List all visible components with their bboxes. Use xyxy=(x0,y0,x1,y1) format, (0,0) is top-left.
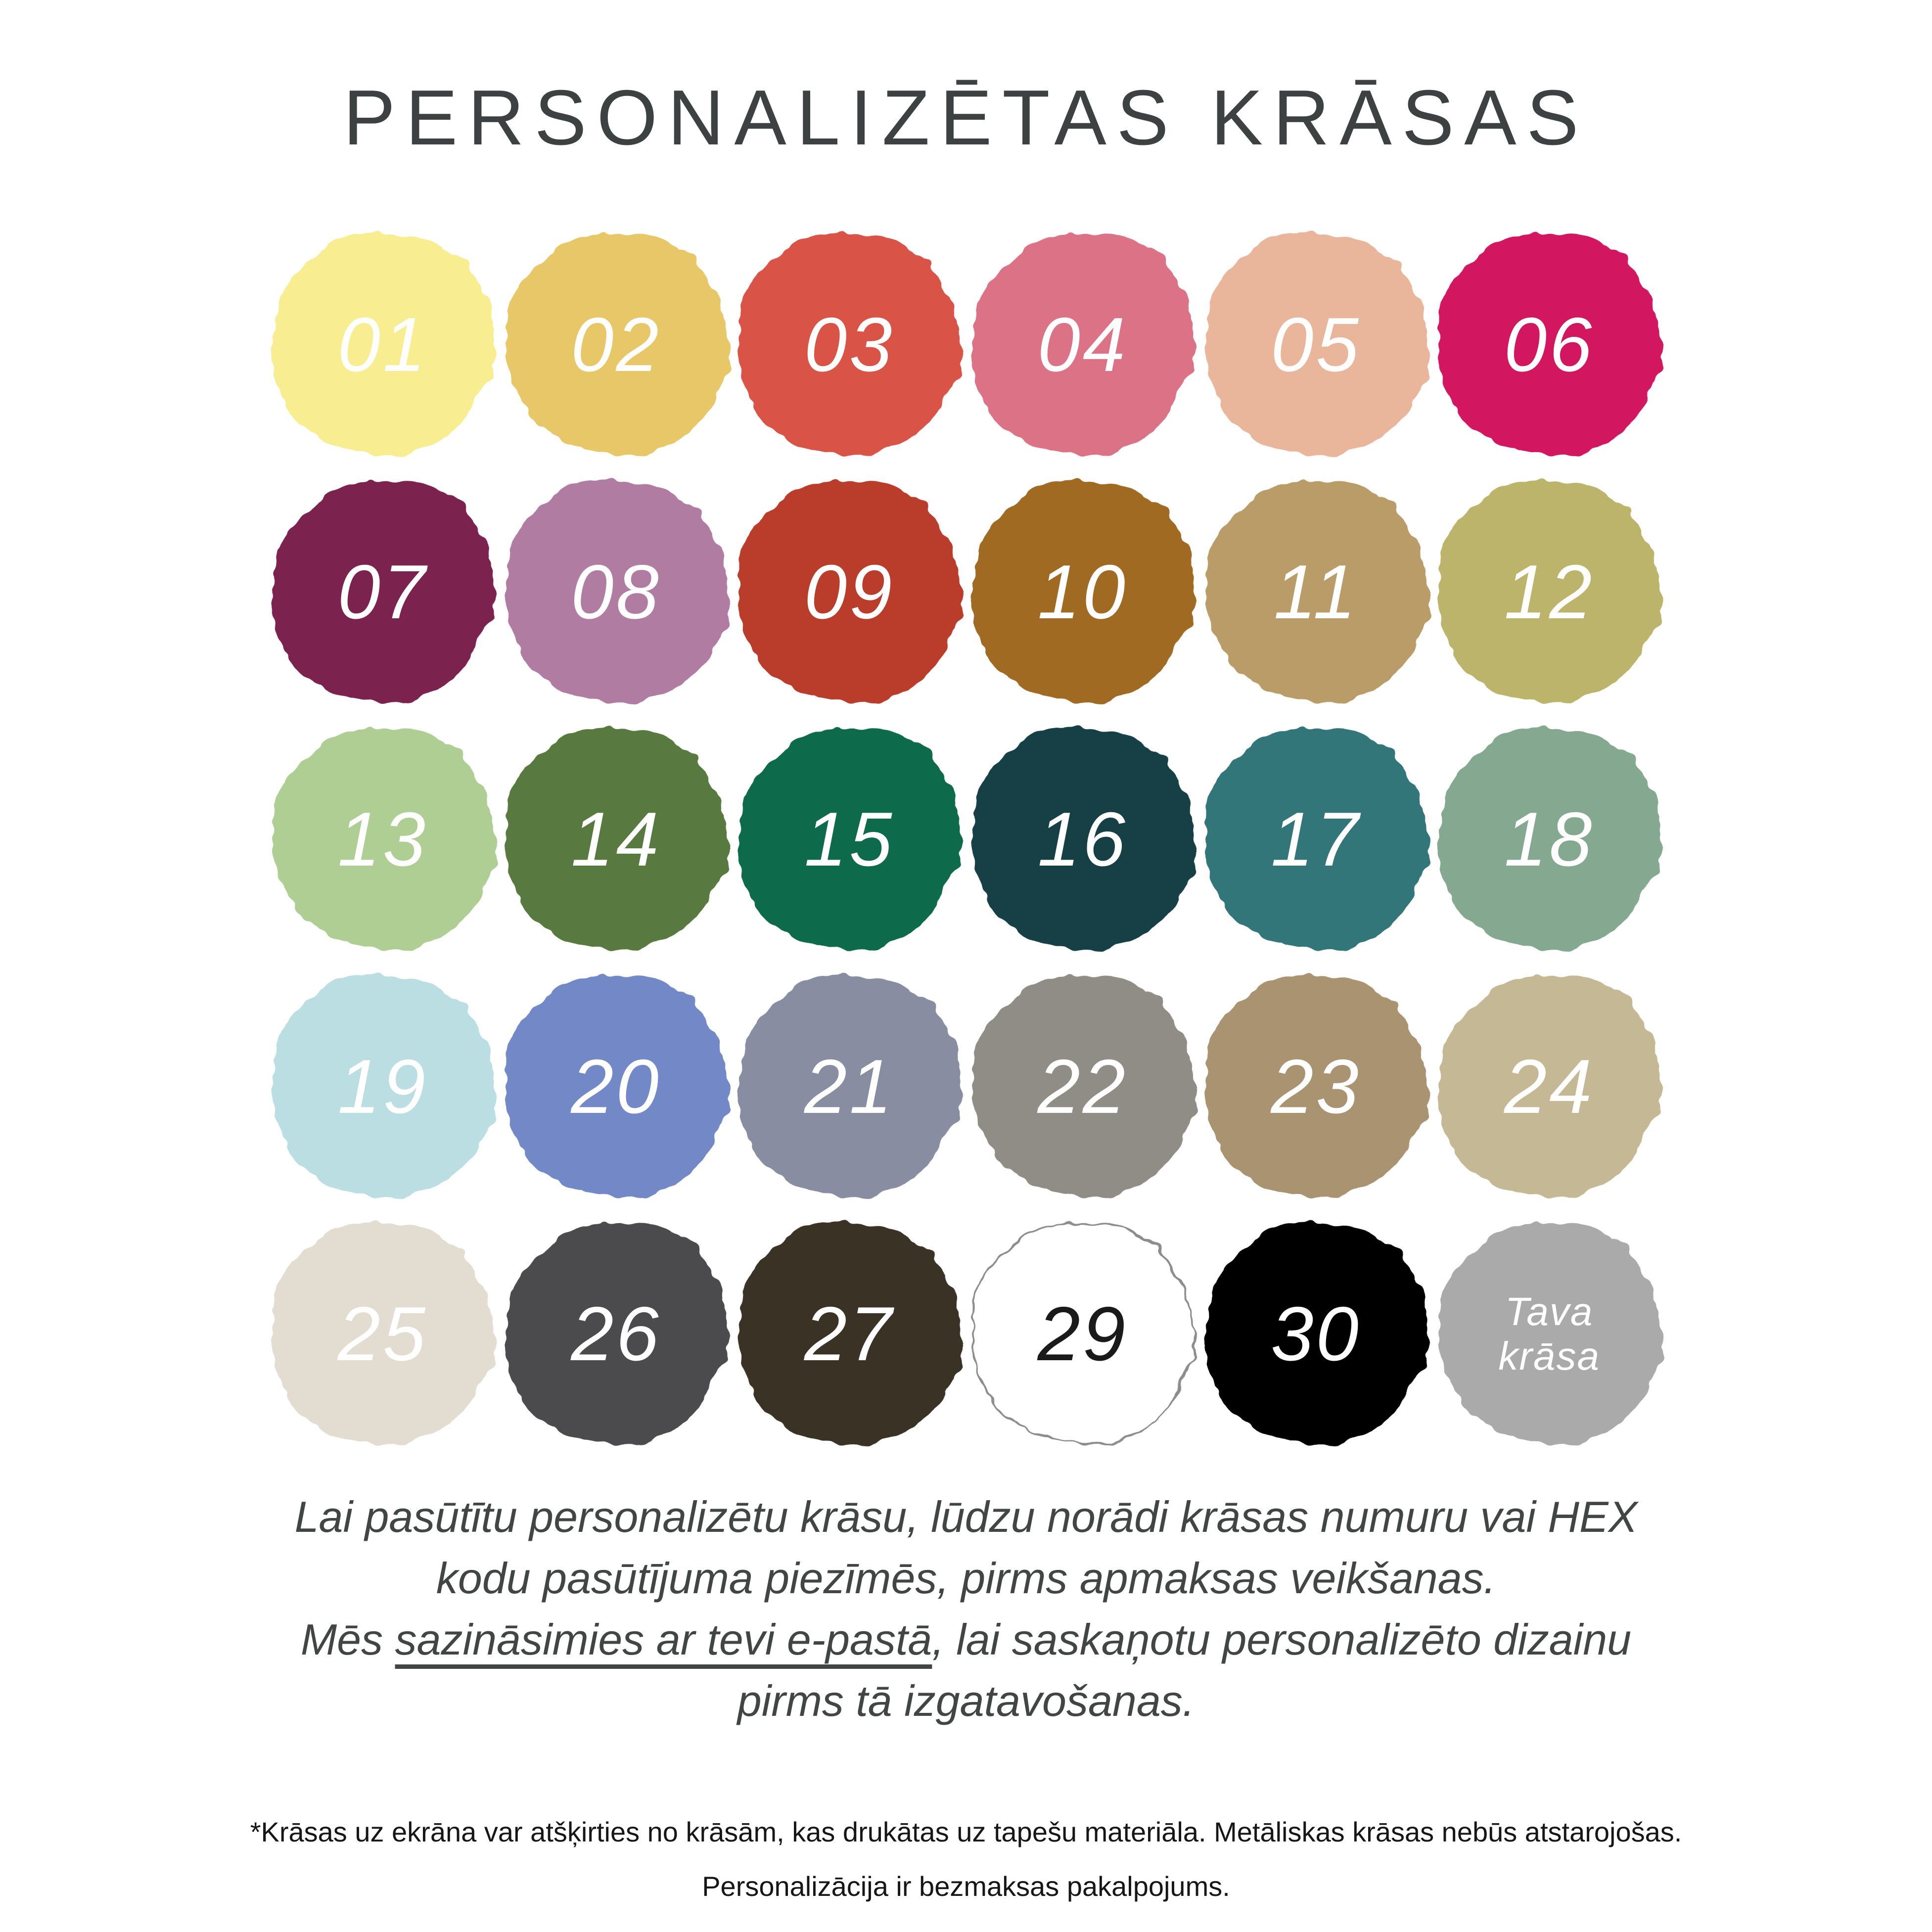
page-title: PERSONALIZĒTAS KRĀSAS xyxy=(343,74,1589,161)
swatch-label: 24 xyxy=(1504,1044,1595,1129)
swatch-10: 10 xyxy=(966,468,1199,716)
swatch-label: 20 xyxy=(571,1044,661,1129)
swatch-25: 25 xyxy=(266,1210,500,1458)
swatch-label: 03 xyxy=(804,302,895,387)
swatch-label: 14 xyxy=(571,796,661,882)
swatch-label: 08 xyxy=(571,549,661,635)
swatch-14: 14 xyxy=(500,716,733,963)
swatch-09: 09 xyxy=(733,468,966,716)
swatch-label: 30 xyxy=(1271,1291,1361,1377)
swatch-label: 10 xyxy=(1037,549,1128,635)
swatch-20: 20 xyxy=(500,963,733,1210)
swatch-29: 29 xyxy=(966,1210,1199,1458)
swatch-label: 04 xyxy=(1037,302,1128,387)
swatch-01: 01 xyxy=(266,221,500,468)
swatch-02: 02 xyxy=(500,221,733,468)
swatch-06: 06 xyxy=(1432,221,1666,468)
swatch-30: 30 xyxy=(1199,1210,1433,1458)
swatch-label: 27 xyxy=(804,1291,895,1377)
swatch-17: 17 xyxy=(1199,716,1433,963)
swatch-11: 11 xyxy=(1199,468,1433,716)
disclaimer-line-2: Personalizācija ir bezmaksas pakalpojums… xyxy=(702,1871,1230,1902)
note-line-2: kodu pasūtījuma piezīmēs, pirms apmaksas… xyxy=(436,1554,1496,1603)
color-swatch-grid: 01 02 03 04 05 06 07 08 09 10 11 12 13 1… xyxy=(266,221,1666,1458)
note-line-4: pirms tā izgatavošanas. xyxy=(737,1676,1195,1725)
swatch-27: 27 xyxy=(733,1210,966,1458)
swatch-label: 21 xyxy=(804,1044,895,1129)
swatch-label: 26 xyxy=(571,1291,661,1377)
swatch-custom-color: Tava krāsa xyxy=(1432,1210,1666,1458)
swatch-23: 23 xyxy=(1199,963,1433,1210)
swatch-label: 09 xyxy=(804,549,895,635)
swatch-label: 17 xyxy=(1271,796,1361,882)
swatch-label: 23 xyxy=(1271,1044,1361,1129)
swatch-19: 19 xyxy=(266,963,500,1210)
note-line-3-suffix: , lai saskaņotu personalizēto dizainu xyxy=(932,1615,1632,1664)
swatch-label: 11 xyxy=(1274,549,1358,635)
swatch-label: 15 xyxy=(804,796,895,882)
disclaimer: *Krāsas uz ekrāna var atšķirties no krās… xyxy=(0,1805,1932,1914)
swatch-label: 29 xyxy=(1037,1291,1128,1377)
swatch-07: 07 xyxy=(266,468,500,716)
swatch-label: 25 xyxy=(337,1291,428,1377)
swatch-22: 22 xyxy=(966,963,1199,1210)
swatch-label: 13 xyxy=(337,796,428,882)
swatch-label: 22 xyxy=(1037,1044,1128,1129)
swatch-16: 16 xyxy=(966,716,1199,963)
swatch-13: 13 xyxy=(266,716,500,963)
swatch-18: 18 xyxy=(1432,716,1666,963)
swatch-label: 05 xyxy=(1271,302,1361,387)
swatch-12: 12 xyxy=(1432,468,1666,716)
swatch-15: 15 xyxy=(733,716,966,963)
note-line-1: Lai pasūtītu personalizētu krāsu, lūdzu … xyxy=(294,1492,1638,1541)
swatch-03: 03 xyxy=(733,221,966,468)
swatch-label: 07 xyxy=(337,549,428,635)
swatch-label: 18 xyxy=(1504,796,1595,882)
swatch-05: 05 xyxy=(1199,221,1433,468)
disclaimer-line-1: *Krāsas uz ekrāna var atšķirties no krās… xyxy=(250,1816,1682,1847)
swatch-label: 06 xyxy=(1504,302,1595,387)
note-line-3-prefix: Mēs xyxy=(300,1615,395,1664)
swatch-label: 01 xyxy=(337,302,428,387)
swatch-04: 04 xyxy=(966,221,1199,468)
swatch-label: Tava krāsa xyxy=(1498,1289,1600,1378)
ordering-instructions: Lai pasūtītu personalizētu krāsu, lūdzu … xyxy=(0,1486,1932,1732)
note-line-3: Mēs sazināsimies ar tevi e-pastā, lai sa… xyxy=(0,1609,1932,1670)
swatch-label: 12 xyxy=(1504,549,1595,635)
swatch-21: 21 xyxy=(733,963,966,1210)
swatch-label: 16 xyxy=(1037,796,1128,882)
swatch-26: 26 xyxy=(500,1210,733,1458)
email-contact-underlined-text: sazināsimies ar tevi e-pastā xyxy=(395,1615,932,1664)
swatch-label: 19 xyxy=(337,1044,428,1129)
swatch-08: 08 xyxy=(500,468,733,716)
swatch-24: 24 xyxy=(1432,963,1666,1210)
swatch-label: 02 xyxy=(571,302,661,387)
